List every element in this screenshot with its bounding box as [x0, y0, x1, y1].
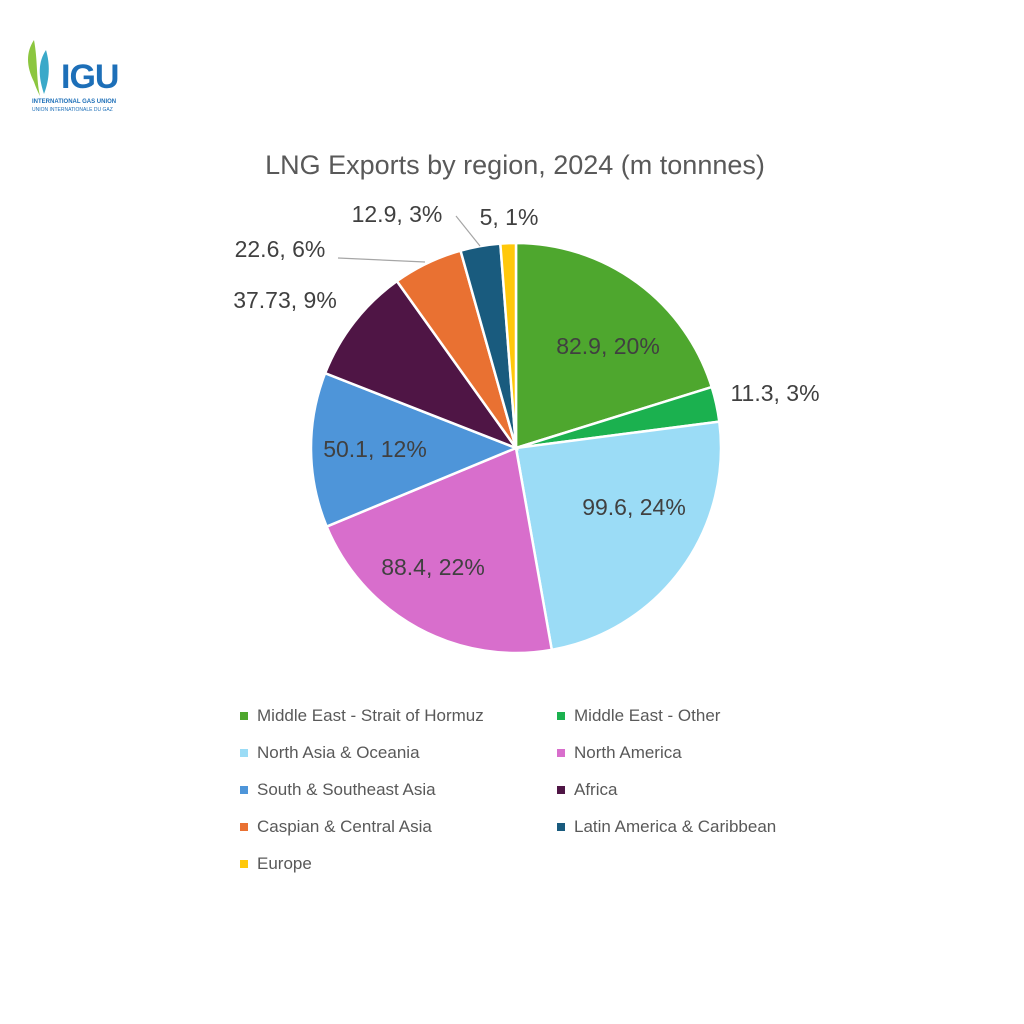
legend-item-latin-america-caribbean: Latin America & Caribbean	[557, 817, 776, 837]
logo-line2: UNION INTERNATIONALE DU GAZ	[32, 107, 113, 113]
pie-slice-africa	[323, 279, 520, 451]
data-label-north-america: 88.4, 22%	[381, 554, 485, 580]
pie-slice-south-southeast-asia	[309, 371, 520, 529]
legend-swatch	[240, 860, 248, 868]
igu-logo: IGU INTERNATIONAL GAS UNION UNION INTERN…	[24, 38, 134, 116]
data-label-caspian-central-asia: 22.6, 6%	[235, 236, 326, 262]
legend-label: South & Southeast Asia	[257, 780, 436, 799]
legend-item-europe: Europe	[240, 854, 312, 874]
pie-slice-middle-east-strait-of-hormuz	[514, 241, 714, 450]
data-label-africa: 37.73, 9%	[233, 287, 337, 313]
legend-swatch	[557, 749, 565, 757]
data-label-south-southeast-asia: 50.1, 12%	[323, 436, 427, 462]
legend-item-south-southeast-asia: South & Southeast Asia	[240, 780, 436, 800]
logo-line1: INTERNATIONAL GAS UNION	[32, 99, 117, 105]
legend-swatch	[240, 712, 248, 720]
legend-swatch	[557, 786, 565, 794]
logo-text: IGU	[61, 58, 119, 96]
legend-item-africa: Africa	[557, 780, 617, 800]
legend-label: Africa	[574, 780, 618, 799]
legend-swatch	[240, 823, 248, 831]
data-label-middle-east-other: 11.3, 3%	[730, 380, 819, 406]
flame-icon	[28, 40, 49, 96]
leader-line	[455, 215, 481, 247]
leader-line	[337, 257, 426, 263]
legend-label: Middle East - Strait of Hormuz	[257, 706, 484, 725]
legend-label: Latin America & Caribbean	[574, 817, 777, 836]
legend-label: Middle East - Other	[574, 706, 721, 725]
legend-label: North America	[574, 743, 682, 762]
pie-slice-north-america	[325, 446, 554, 655]
data-label-north-asia-oceania: 99.6, 24%	[582, 494, 686, 520]
legend-swatch	[240, 749, 248, 757]
legend-item-north-asia-oceania: North Asia & Oceania	[240, 743, 420, 763]
legend-item-north-america: North America	[557, 743, 682, 763]
legend-label: Caspian & Central Asia	[257, 817, 432, 836]
legend-item-middle-east-strait-of-hormuz: Middle East - Strait of Hormuz	[240, 706, 484, 726]
legend-label: Europe	[257, 854, 312, 873]
legend-item-middle-east-other: Middle East - Other	[557, 706, 720, 726]
legend-swatch	[557, 712, 565, 720]
chart-title: LNG Exports by region, 2024 (m tonnnes)	[265, 150, 765, 180]
data-label-middle-east-strait-of-hormuz: 82.9, 20%	[556, 333, 660, 359]
pie-slice-europe	[498, 241, 518, 449]
data-label-latin-america-caribbean: 12.9, 3%	[352, 201, 443, 227]
pie-slice-north-asia-oceania	[514, 420, 723, 652]
legend-swatch	[240, 786, 248, 794]
legend-item-caspian-central-asia: Caspian & Central Asia	[240, 817, 432, 837]
data-label-europe: 5, 1%	[480, 204, 539, 230]
legend-swatch	[557, 823, 565, 831]
legend-label: North Asia & Oceania	[257, 743, 420, 762]
pie-chart: 82.9, 20% 11.3, 3% 99.6, 24% 88.4, 22% 50.1,…	[233, 201, 820, 655]
